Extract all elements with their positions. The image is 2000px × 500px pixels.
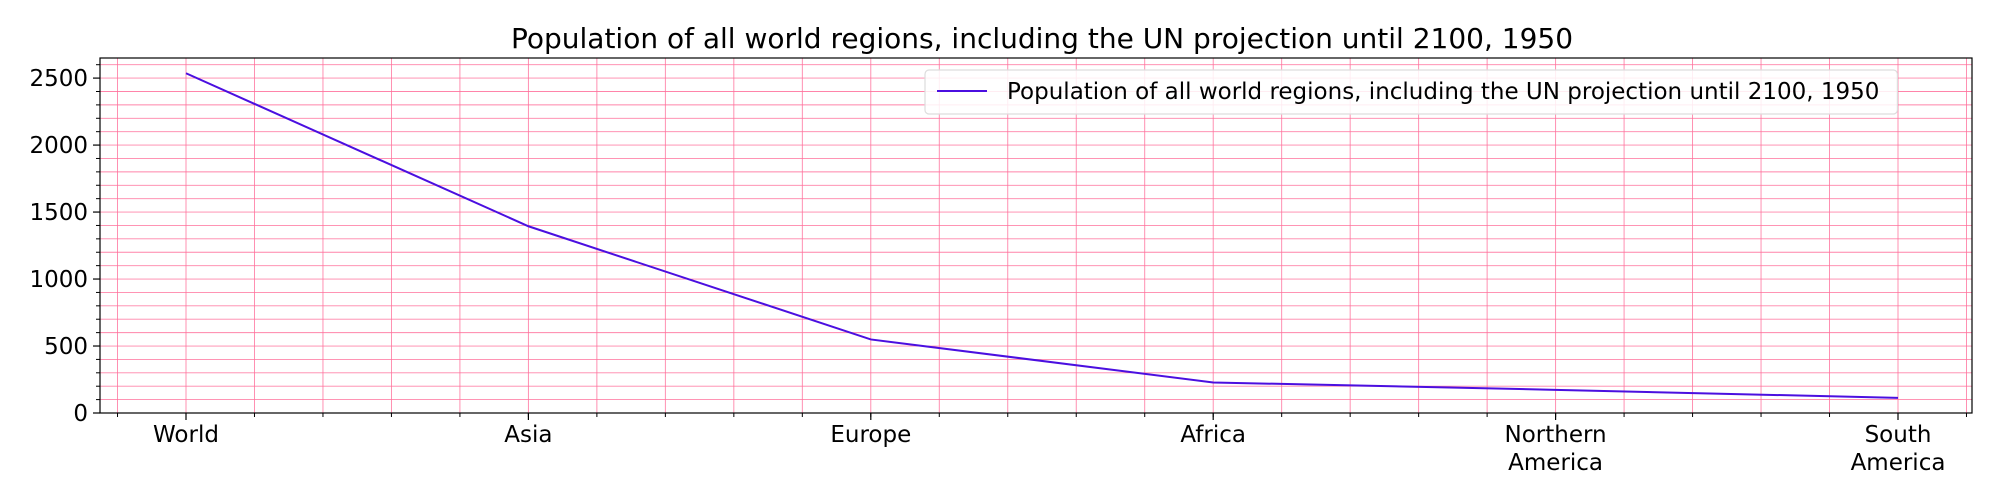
x-tick-label: South America <box>1851 422 1946 476</box>
legend: Population of all world regions, includi… <box>924 69 1899 115</box>
legend-box <box>924 69 1899 115</box>
y-tick-label: 2000 <box>29 133 88 159</box>
x-tick-label: Africa <box>1180 422 1246 448</box>
series-layer <box>185 72 1899 399</box>
x-tick-label: Asia <box>504 422 552 448</box>
x-tick-label: World <box>153 422 219 448</box>
axes: 0 500 1000 1500 2000 2500 World Asia Europe Afric… <box>29 64 1967 476</box>
y-tick-label: 0 <box>73 401 88 427</box>
series-line <box>185 72 1899 399</box>
y-tick-label: 1500 <box>29 200 88 226</box>
x-tick-label: Northern America <box>1505 422 1607 476</box>
chart-title: Population of all world regions, includi… <box>511 22 1573 55</box>
plot-frame <box>99 57 1973 414</box>
legend-label: Population of all world regions, includi… <box>1007 79 1879 105</box>
y-tick-label: 2500 <box>29 66 88 92</box>
y-tick-label: 1000 <box>29 267 88 293</box>
y-tick-label: 500 <box>44 334 88 360</box>
x-tick-label: Europe <box>830 422 911 448</box>
